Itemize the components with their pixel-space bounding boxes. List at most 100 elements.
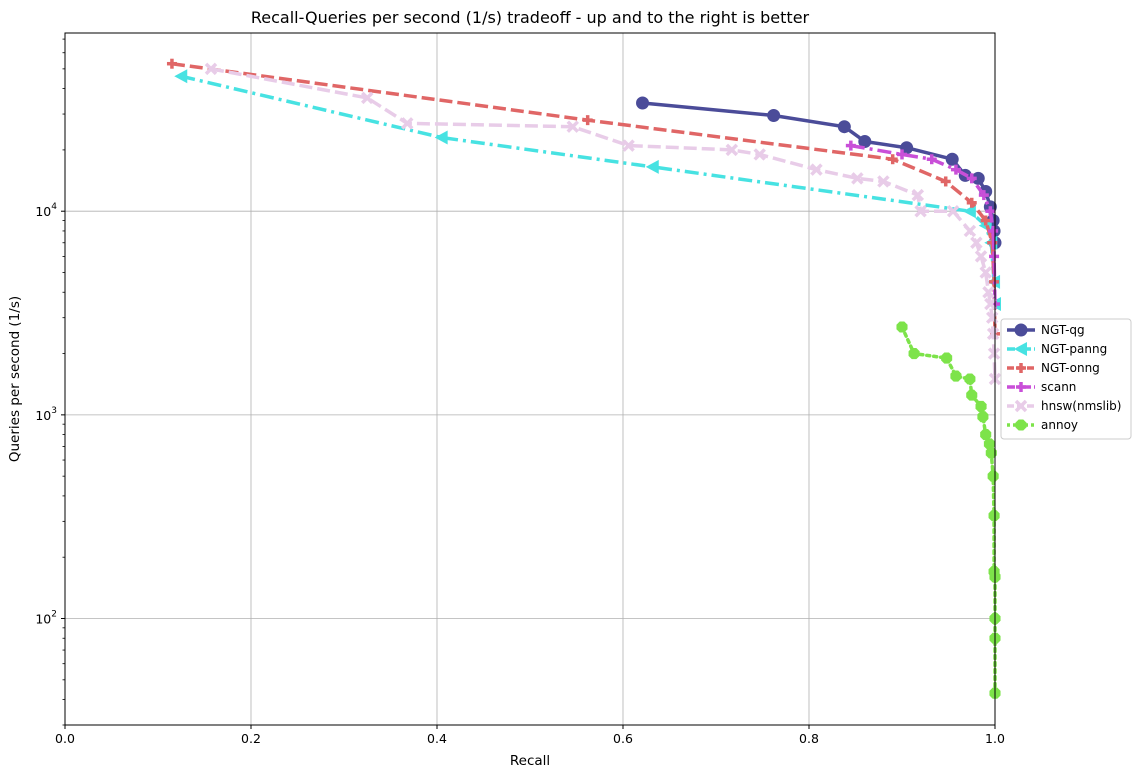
marker-stroke <box>1014 399 1028 413</box>
legend-marker <box>1016 363 1026 373</box>
data-point <box>858 134 872 148</box>
y-tick-exponent: 2 <box>51 610 57 620</box>
x-tick-label: 0.6 <box>613 731 633 746</box>
x-tick-label: 0.2 <box>241 731 261 746</box>
data-point <box>897 149 907 160</box>
data-point <box>636 96 650 110</box>
data-point <box>767 109 781 123</box>
y-tick-base: 10 <box>35 408 51 423</box>
marker-stroke <box>984 297 997 311</box>
data-point <box>964 373 976 385</box>
marker-stroke <box>810 163 823 176</box>
data-point <box>977 411 989 423</box>
marker-stroke <box>877 175 890 188</box>
data-point <box>926 154 937 165</box>
legend-marker <box>1015 419 1027 431</box>
data-point <box>174 69 188 84</box>
marker-stroke <box>566 120 580 133</box>
marker-stroke <box>982 286 995 299</box>
data-point <box>982 286 995 299</box>
legend-entry: NGT-onng <box>1007 361 1100 375</box>
data-point <box>401 117 414 130</box>
series-layer <box>166 58 1002 699</box>
legend-label: hnsw(nmslib) <box>1041 399 1121 413</box>
y-tick-base: 10 <box>35 612 51 627</box>
y-tick-label: 103 <box>35 406 57 423</box>
data-point <box>988 510 1000 522</box>
data-point <box>970 236 983 249</box>
series-line <box>210 67 997 380</box>
data-point <box>945 152 959 166</box>
data-point <box>941 352 953 364</box>
x-tick-label: 0.4 <box>427 731 447 746</box>
marker-stroke <box>911 188 925 202</box>
data-point <box>851 172 864 185</box>
data-point <box>946 204 960 218</box>
data-point <box>845 140 856 151</box>
legend-entry: scann <box>1007 380 1076 394</box>
data-point <box>622 139 635 152</box>
data-point <box>980 429 992 441</box>
marker-stroke <box>725 143 739 157</box>
data-point <box>974 250 988 263</box>
chart-title: Recall-Queries per second (1/s) tradeoff… <box>251 8 810 27</box>
legend-marker <box>1014 399 1028 413</box>
y-tick-exponent: 3 <box>51 406 57 416</box>
legend-label: NGT-panng <box>1041 342 1107 356</box>
data-point <box>978 190 989 201</box>
legend-label: NGT-onng <box>1041 361 1100 375</box>
marker-stroke <box>204 62 218 76</box>
data-point <box>896 321 908 333</box>
data-point <box>986 327 1000 341</box>
marker-stroke <box>987 347 1001 360</box>
data-point <box>940 176 951 187</box>
series-ngt-panng <box>174 69 1001 312</box>
data-point <box>975 400 987 412</box>
marker-stroke <box>851 172 864 185</box>
plot-frame <box>64 32 996 726</box>
marker-stroke <box>914 204 927 218</box>
legend-marker <box>1014 323 1028 337</box>
series-line <box>900 325 997 695</box>
y-tick-label: 102 <box>35 610 57 627</box>
data-point <box>908 348 920 360</box>
legend-entry: NGT-panng <box>1007 342 1107 356</box>
y-tick-base: 10 <box>35 204 51 219</box>
legend-label: annoy <box>1041 418 1078 432</box>
series-hnsw-nmslib <box>204 62 1002 386</box>
legend-marker <box>1014 342 1027 356</box>
y-tick-label: 104 <box>35 202 57 219</box>
data-point <box>987 347 1001 360</box>
marker-stroke <box>753 148 766 161</box>
x-tick-label: 1.0 <box>985 731 1005 746</box>
legend: NGT-qg NGT-panng NGT-onng scann hnsw(nmslib)… <box>1000 318 1132 440</box>
series-scann <box>845 140 1000 310</box>
data-point <box>166 58 177 69</box>
data-point <box>877 175 890 188</box>
data-point <box>979 266 992 279</box>
x-axis-label: Recall <box>510 753 550 769</box>
data-point <box>582 115 593 126</box>
data-point <box>989 251 1000 262</box>
marker-stroke <box>986 327 1000 341</box>
legend-entry: hnsw(nmslib) <box>1007 399 1121 413</box>
data-point <box>911 188 925 202</box>
marker-stroke <box>979 266 992 279</box>
data-point <box>361 91 374 105</box>
legend-entry: NGT-qg <box>1007 323 1085 337</box>
data-point <box>966 197 977 208</box>
data-point <box>645 159 659 174</box>
legend-entry: annoy <box>1007 418 1078 432</box>
marker-stroke <box>970 236 983 249</box>
x-tick-label: 0.0 <box>55 731 75 746</box>
legend-marker <box>1016 382 1026 392</box>
data-point <box>985 311 999 324</box>
x-tick-label: 0.8 <box>799 731 819 746</box>
legend-label: scann <box>1041 380 1076 394</box>
legend-frame <box>1000 318 1132 440</box>
marker-stroke <box>974 250 988 263</box>
data-point <box>914 204 927 218</box>
